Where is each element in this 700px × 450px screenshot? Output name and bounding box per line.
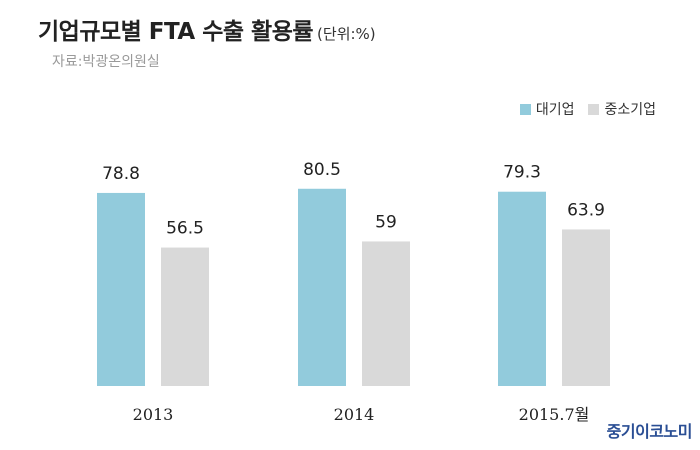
publisher-watermark: 중기이코노미 — [606, 422, 693, 441]
bar-large-2 — [498, 191, 546, 386]
bar-large-0 — [97, 192, 145, 386]
x-tick-label-1: 2014 — [334, 405, 375, 424]
value-label-sme-1: 59 — [375, 212, 397, 232]
bar-sme-1 — [362, 241, 410, 386]
bar-sme-2 — [562, 229, 610, 386]
chart-title-row: 기업규모별 FTA 수출 활용률 (단위:%) — [38, 12, 376, 46]
x-tick-label-0: 2013 — [133, 405, 174, 424]
x-tick-label-2: 2015.7월 — [519, 405, 590, 424]
legend-item-large: 대기업 — [519, 99, 575, 119]
legend-item-sme: 중소기업 — [588, 99, 656, 119]
legend-label-large: 대기업 — [535, 102, 575, 118]
value-label-large-1: 80.5 — [303, 160, 341, 180]
legend-swatch-sme — [588, 103, 600, 115]
chart-legend: 대기업 중소기업 — [514, 99, 656, 119]
chart-title: 기업규모별 FTA 수출 활용률 — [38, 19, 314, 45]
value-label-sme-0: 56.5 — [166, 219, 204, 239]
value-label-large-2: 79.3 — [503, 163, 541, 183]
value-label-large-0: 78.8 — [102, 164, 140, 184]
legend-swatch-large — [519, 103, 531, 115]
legend-label-sme: 중소기업 — [604, 102, 656, 118]
bar-large-1 — [298, 188, 346, 386]
value-label-sme-2: 63.9 — [567, 200, 605, 220]
bar-sme-0 — [161, 247, 209, 386]
source-label: 자료:박광온의원실 — [52, 54, 160, 70]
chart-unit-label: (단위:%) — [317, 25, 376, 43]
